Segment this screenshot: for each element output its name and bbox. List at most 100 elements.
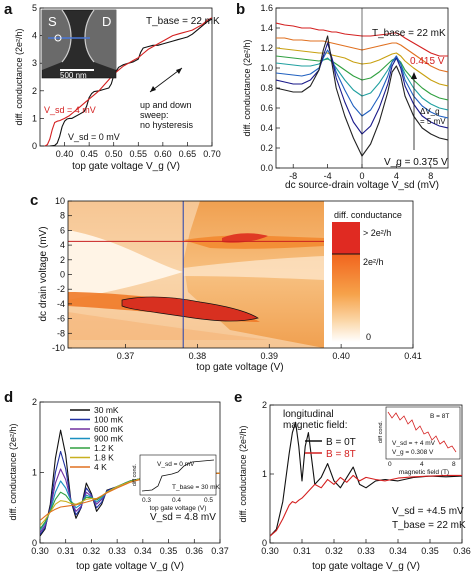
a-xtick-label: 0.50 bbox=[105, 149, 123, 159]
d-legend-label: 1.2 K bbox=[94, 443, 114, 453]
b-ytick-label: 0.0 bbox=[260, 163, 273, 173]
panel-a: a 0.40 0.45 0.50 0.55 0.60 0.65 0.70 0 1 2 3 4 5 S D… bbox=[4, 1, 221, 172]
d-inset: V_sd = 0 mV T_base = 30 mK diff cond. 0.… bbox=[132, 454, 221, 512]
panel-e-letter: e bbox=[234, 389, 242, 406]
b-ytick-label: 0.8 bbox=[260, 83, 273, 93]
c-ytick-label: 6 bbox=[60, 225, 65, 235]
e-series-line-0 bbox=[270, 421, 462, 537]
colorbar-label-mid: 2e²/h bbox=[363, 257, 384, 267]
a-y-axis-label: diff. conductance (2e²/h) bbox=[14, 29, 24, 126]
e-xtick-label: 0.36 bbox=[453, 546, 471, 556]
a-vsd-0-label: V_sd = 0 mV bbox=[68, 132, 120, 142]
d-vsd-label: V_sd = 4.8 mV bbox=[150, 512, 216, 523]
e-temp-label: T_base = 22 mK bbox=[392, 520, 466, 531]
d-xtick-label: 0.36 bbox=[186, 546, 204, 556]
a-xtick-label: 0.65 bbox=[179, 149, 197, 159]
d-legend-label: 30 mK bbox=[94, 405, 119, 415]
b-xtick-label: -4 bbox=[324, 171, 332, 181]
e-ytick-label: 1 bbox=[262, 469, 267, 479]
a-xtick-label: 0.60 bbox=[154, 149, 172, 159]
b-xtick-label: 0 bbox=[359, 171, 364, 181]
b-delta-vg-value: = 5 mV bbox=[420, 117, 446, 126]
c-xtick-label: 0.38 bbox=[189, 351, 207, 361]
panel-a-frame bbox=[39, 7, 213, 147]
b-delta-vg: ΔV_g bbox=[420, 107, 440, 116]
d-xtick-label: 0.31 bbox=[57, 546, 75, 556]
d-xtick-label: 0.32 bbox=[83, 546, 101, 556]
d-inset-temp: T_base = 30 mK bbox=[172, 484, 221, 491]
panel-d-letter: d bbox=[4, 389, 13, 406]
d-inset-xtick-0: 0.3 bbox=[142, 497, 151, 504]
b-top-vg-label: 0.415 V bbox=[410, 56, 445, 67]
panel-c-letter: c bbox=[30, 192, 38, 209]
a-xtick-label: 0.70 bbox=[203, 149, 221, 159]
heatmap-features bbox=[68, 201, 324, 348]
b-xtick-label: 8 bbox=[428, 171, 433, 181]
c-ytick-label: -4 bbox=[57, 299, 65, 309]
e-ytick-label: 0 bbox=[262, 538, 267, 548]
e-inset-vg: V_g = 0.308 V bbox=[392, 449, 434, 456]
e-series-line-1 bbox=[270, 474, 462, 537]
b-ytick-label: 1.6 bbox=[260, 3, 273, 13]
b-xtick-label: -8 bbox=[289, 171, 297, 181]
b-y-axis-label: diff. conductance (2e²/h) bbox=[242, 40, 252, 137]
c-ytick-label: -10 bbox=[52, 343, 65, 353]
panel-e: e 0.30 0.31 0.32 0.33 0.34 0.35 0.36 0 1 2 longit… bbox=[234, 389, 471, 572]
e-xtick-label: 0.33 bbox=[357, 546, 375, 556]
d-legend-label: 100 mK bbox=[94, 415, 124, 425]
a-ytick-label: 3 bbox=[32, 58, 37, 68]
colorbar-label-zero: 0 bbox=[366, 332, 371, 342]
c-ytick-label: 10 bbox=[55, 196, 65, 206]
b-bottom-vg-label: V_g = 0.375 V bbox=[384, 157, 448, 168]
b-xtick-label: 4 bbox=[394, 171, 399, 181]
d-xtick-label: 0.35 bbox=[160, 546, 178, 556]
d-legend-label: 900 mK bbox=[94, 434, 124, 444]
a-xtick-label: 0.55 bbox=[130, 149, 148, 159]
e-vsd-label: V_sd = +4.5 mV bbox=[392, 506, 464, 517]
b-ytick-label: 0.6 bbox=[260, 103, 273, 113]
b-ytick-label: 1.4 bbox=[260, 23, 273, 33]
d-legend-label: 4 K bbox=[94, 462, 107, 472]
d-ytick-label: 2 bbox=[32, 397, 37, 407]
panel-c: c diff. conductance > 2e²/h 2e²/h 0 bbox=[30, 192, 422, 373]
c-ytick-label: -8 bbox=[57, 328, 65, 338]
d-xtick-label: 0.37 bbox=[211, 546, 229, 556]
e-field-label-2: magnetic field: bbox=[283, 420, 347, 431]
a-ytick-label: 1 bbox=[32, 113, 37, 123]
d-inset-ylabel: diff cond. bbox=[132, 463, 138, 486]
c-ytick-label: 2 bbox=[60, 255, 65, 265]
c-ytick-label: 8 bbox=[60, 211, 65, 221]
e-x-axis-label: top gate voltage V_g (V) bbox=[312, 561, 420, 572]
a-xtick-label: 0.40 bbox=[56, 149, 74, 159]
a-ytick-label: 4 bbox=[32, 31, 37, 41]
a-sweep-arrow bbox=[149, 67, 183, 93]
d-xtick-label: 0.30 bbox=[31, 546, 49, 556]
e-xtick-label: 0.31 bbox=[293, 546, 311, 556]
e-legend-label: B = 8T bbox=[326, 449, 356, 460]
e-inset-xtick-1: 4 bbox=[420, 461, 424, 468]
d-x-axis-label: top gate voltage V_g (V) bbox=[76, 561, 184, 572]
c-y-axis-label: dc drain voltage (mV) bbox=[38, 226, 49, 321]
e-inset-vsd: V_sd = + 4 mV bbox=[392, 440, 436, 447]
d-xtick-label: 0.33 bbox=[108, 546, 126, 556]
a-sweep-1: up and down bbox=[140, 100, 192, 110]
a-sweep-2: sweep: bbox=[140, 110, 169, 120]
c-x-axis-label: top gate voltage (V) bbox=[196, 362, 283, 373]
e-xtick-label: 0.34 bbox=[389, 546, 407, 556]
e-xtick-label: 0.32 bbox=[325, 546, 343, 556]
b-ytick-label: 1.0 bbox=[260, 63, 273, 73]
b-temp-label: T_base = 22 mK bbox=[372, 28, 446, 39]
colorbar-top bbox=[332, 222, 360, 254]
d-y-axis-label: diff. conductance (2e²/h) bbox=[8, 424, 18, 521]
e-inset-xlabel: magnetic field (T) bbox=[399, 469, 449, 476]
b-vg-arrow-head bbox=[411, 72, 417, 79]
a-arrow-head-up bbox=[176, 68, 182, 74]
a-ytick-label: 2 bbox=[32, 86, 37, 96]
c-ytick-label: 4 bbox=[60, 240, 65, 250]
d-ytick-label: 1 bbox=[32, 468, 37, 478]
e-xtick-label: 0.35 bbox=[421, 546, 439, 556]
d-inset-xlabel: top gate voltage (V) bbox=[150, 505, 207, 512]
colorbar-label-high: > 2e²/h bbox=[363, 228, 391, 238]
e-inset-ylabel: diff cond. bbox=[378, 420, 384, 443]
panel-b: b -8 -4 0 4 8 0.0 0.2 0.4 0.6 0.8 1.0 1.2 1.4 1.6 T_b… bbox=[236, 1, 449, 191]
